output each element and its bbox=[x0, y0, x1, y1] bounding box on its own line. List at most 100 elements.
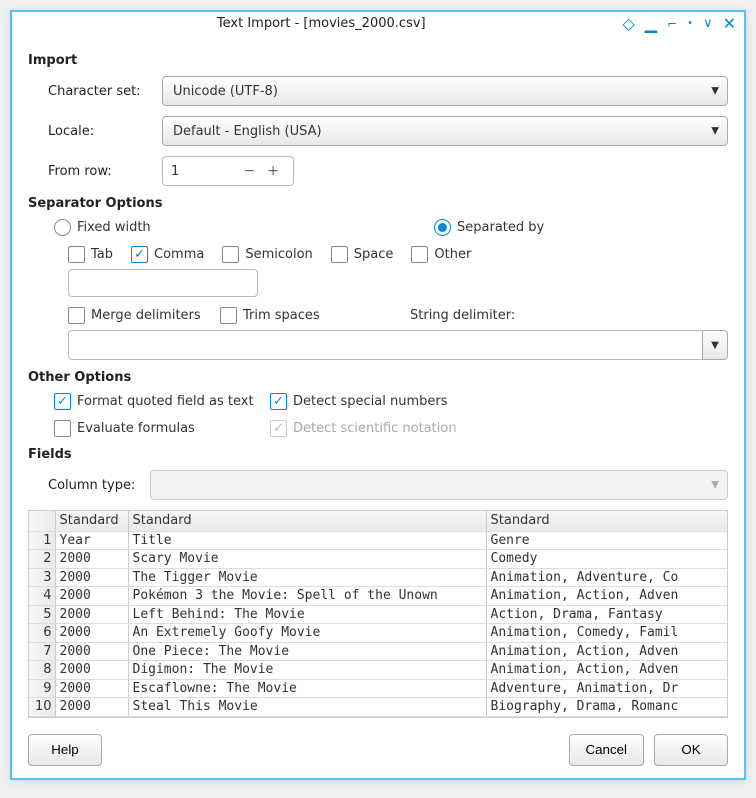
close-icon[interactable]: ✕ bbox=[723, 14, 736, 33]
other-label: Other bbox=[434, 247, 471, 262]
preview-cell: One Piece: The Movie bbox=[128, 642, 486, 661]
semicolon-checkbox[interactable]: Semicolon bbox=[222, 246, 312, 263]
preview-cell: Steal This Movie bbox=[128, 698, 486, 717]
preview-row[interactable]: 102000Steal This MovieBiography, Drama, … bbox=[29, 698, 728, 717]
preview-cell: 2000 bbox=[55, 679, 128, 698]
preview-cell: An Extremely Goofy Movie bbox=[128, 624, 486, 643]
preview-row-number: 1 bbox=[29, 531, 55, 550]
preview-cell: Year bbox=[55, 531, 128, 550]
string-delim-label: String delimiter: bbox=[410, 308, 515, 323]
preview-row-number: 8 bbox=[29, 661, 55, 680]
preview-row-number: 10 bbox=[29, 698, 55, 717]
preview-cell: 2000 bbox=[55, 568, 128, 587]
chevron-down-icon: ▼ bbox=[711, 126, 719, 137]
locale-select[interactable]: Default - English (USA) ▼ bbox=[162, 116, 728, 146]
from-row-spinbox[interactable]: 1 − + bbox=[162, 156, 294, 186]
preview-cell: Animation, Action, Adven bbox=[486, 642, 728, 661]
tab-label: Tab bbox=[91, 247, 113, 262]
preview-cell: Animation, Adventure, Co bbox=[486, 568, 728, 587]
charset-value: Unicode (UTF-8) bbox=[173, 84, 278, 99]
spin-down-icon[interactable]: − bbox=[238, 163, 262, 179]
preview-cell: 2000 bbox=[55, 550, 128, 569]
merge-delimiters-checkbox[interactable]: Merge delimiters bbox=[68, 307, 220, 324]
fixed-width-radio[interactable]: Fixed width bbox=[54, 219, 416, 236]
checkbox-icon bbox=[270, 420, 287, 437]
help-button[interactable]: Help bbox=[28, 734, 102, 766]
checkbox-icon bbox=[220, 307, 237, 324]
column-type-select[interactable]: ▼ bbox=[150, 470, 728, 500]
ok-button[interactable]: OK bbox=[654, 734, 728, 766]
preview-cell: Escaflowne: The Movie bbox=[128, 679, 486, 698]
preview-cell: Title bbox=[128, 531, 486, 550]
checkbox-icon bbox=[68, 246, 85, 263]
locale-value: Default - English (USA) bbox=[173, 124, 322, 139]
maximize-icon[interactable]: ⌐ bbox=[667, 17, 677, 31]
preview-column-header[interactable]: Standard bbox=[55, 511, 128, 531]
trim-spaces-checkbox[interactable]: Trim spaces bbox=[220, 307, 410, 324]
comma-checkbox[interactable]: Comma bbox=[131, 246, 204, 263]
shade-icon[interactable]: ∨ bbox=[703, 16, 713, 31]
preview-cell: Digimon: The Movie bbox=[128, 661, 486, 680]
preview-cell: Scary Movie bbox=[128, 550, 486, 569]
fields-section-title: Fields bbox=[28, 447, 728, 462]
preview-cell: Genre bbox=[486, 531, 728, 550]
preview-cell: Left Behind: The Movie bbox=[128, 605, 486, 624]
preview-row[interactable]: 52000Left Behind: The MovieAction, Drama… bbox=[29, 605, 728, 624]
other-checkbox[interactable]: Other bbox=[411, 246, 471, 263]
eval-formulas-checkbox[interactable]: Evaluate formulas bbox=[54, 420, 270, 437]
dot-icon[interactable]: • bbox=[687, 18, 693, 29]
format-quoted-checkbox[interactable]: Format quoted field as text bbox=[54, 393, 270, 410]
window-title: Text Import - [movies_2000.csv] bbox=[20, 16, 622, 31]
space-label: Space bbox=[354, 247, 394, 262]
pin-icon[interactable]: ◇ bbox=[622, 14, 634, 33]
titlebar-controls: ◇ ▁ ⌐ • ∨ ✕ bbox=[622, 14, 736, 33]
preview-cell: Animation, Comedy, Famil bbox=[486, 624, 728, 643]
separator-section-title: Separator Options bbox=[28, 196, 728, 211]
separated-by-radio[interactable]: Separated by bbox=[434, 219, 544, 236]
preview-column-header[interactable] bbox=[29, 511, 55, 531]
format-quoted-label: Format quoted field as text bbox=[77, 394, 254, 409]
preview-row[interactable]: 82000Digimon: The MovieAnimation, Action… bbox=[29, 661, 728, 680]
checkbox-icon bbox=[222, 246, 239, 263]
detect-special-label: Detect special numbers bbox=[293, 394, 447, 409]
preview-cell: 2000 bbox=[55, 661, 128, 680]
other-separator-input[interactable] bbox=[68, 269, 258, 297]
preview-row[interactable]: 32000The Tigger MovieAnimation, Adventur… bbox=[29, 568, 728, 587]
from-row-value: 1 bbox=[171, 164, 238, 179]
preview-row-number: 4 bbox=[29, 587, 55, 606]
dialog-content: Import Character set: Unicode (UTF-8) ▼ … bbox=[12, 37, 744, 778]
preview-row[interactable]: 72000One Piece: The MovieAnimation, Acti… bbox=[29, 642, 728, 661]
titlebar: Text Import - [movies_2000.csv] ◇ ▁ ⌐ • … bbox=[12, 12, 744, 37]
preview-row[interactable]: 22000Scary MovieComedy bbox=[29, 550, 728, 569]
preview-cell: 2000 bbox=[55, 624, 128, 643]
detect-special-checkbox[interactable]: Detect special numbers bbox=[270, 393, 447, 410]
charset-label: Character set: bbox=[48, 84, 162, 99]
footer: Help Cancel OK bbox=[28, 734, 728, 766]
cancel-button[interactable]: Cancel bbox=[569, 734, 645, 766]
preview-row[interactable]: 62000An Extremely Goofy MovieAnimation, … bbox=[29, 624, 728, 643]
preview-column-header[interactable]: Standard bbox=[128, 511, 486, 531]
preview-table[interactable]: StandardStandardStandard1YearTitleGenre2… bbox=[28, 510, 728, 718]
preview-row[interactable]: 42000Pokémon 3 the Movie: Spell of the U… bbox=[29, 587, 728, 606]
checkbox-icon bbox=[54, 420, 71, 437]
preview-row[interactable]: 1YearTitleGenre bbox=[29, 531, 728, 550]
checkbox-icon bbox=[131, 246, 148, 263]
charset-select[interactable]: Unicode (UTF-8) ▼ bbox=[162, 76, 728, 106]
string-delimiter-input[interactable] bbox=[68, 330, 702, 360]
preview-row-number: 3 bbox=[29, 568, 55, 587]
eval-formulas-label: Evaluate formulas bbox=[77, 421, 195, 436]
tab-checkbox[interactable]: Tab bbox=[68, 246, 113, 263]
minimize-icon[interactable]: ▁ bbox=[645, 14, 657, 33]
spin-up-icon[interactable]: + bbox=[261, 163, 285, 179]
space-checkbox[interactable]: Space bbox=[331, 246, 394, 263]
preview-row[interactable]: 92000Escaflowne: The MovieAdventure, Ani… bbox=[29, 679, 728, 698]
checkbox-icon bbox=[331, 246, 348, 263]
chevron-down-icon: ▼ bbox=[711, 86, 719, 97]
string-delimiter-combo[interactable]: ▼ bbox=[68, 330, 728, 360]
column-type-label: Column type: bbox=[48, 478, 150, 493]
import-section-title: Import bbox=[28, 53, 728, 68]
preview-row-number: 9 bbox=[29, 679, 55, 698]
separated-by-label: Separated by bbox=[457, 220, 544, 235]
preview-column-header[interactable]: Standard bbox=[486, 511, 728, 531]
chevron-down-icon[interactable]: ▼ bbox=[702, 330, 728, 360]
